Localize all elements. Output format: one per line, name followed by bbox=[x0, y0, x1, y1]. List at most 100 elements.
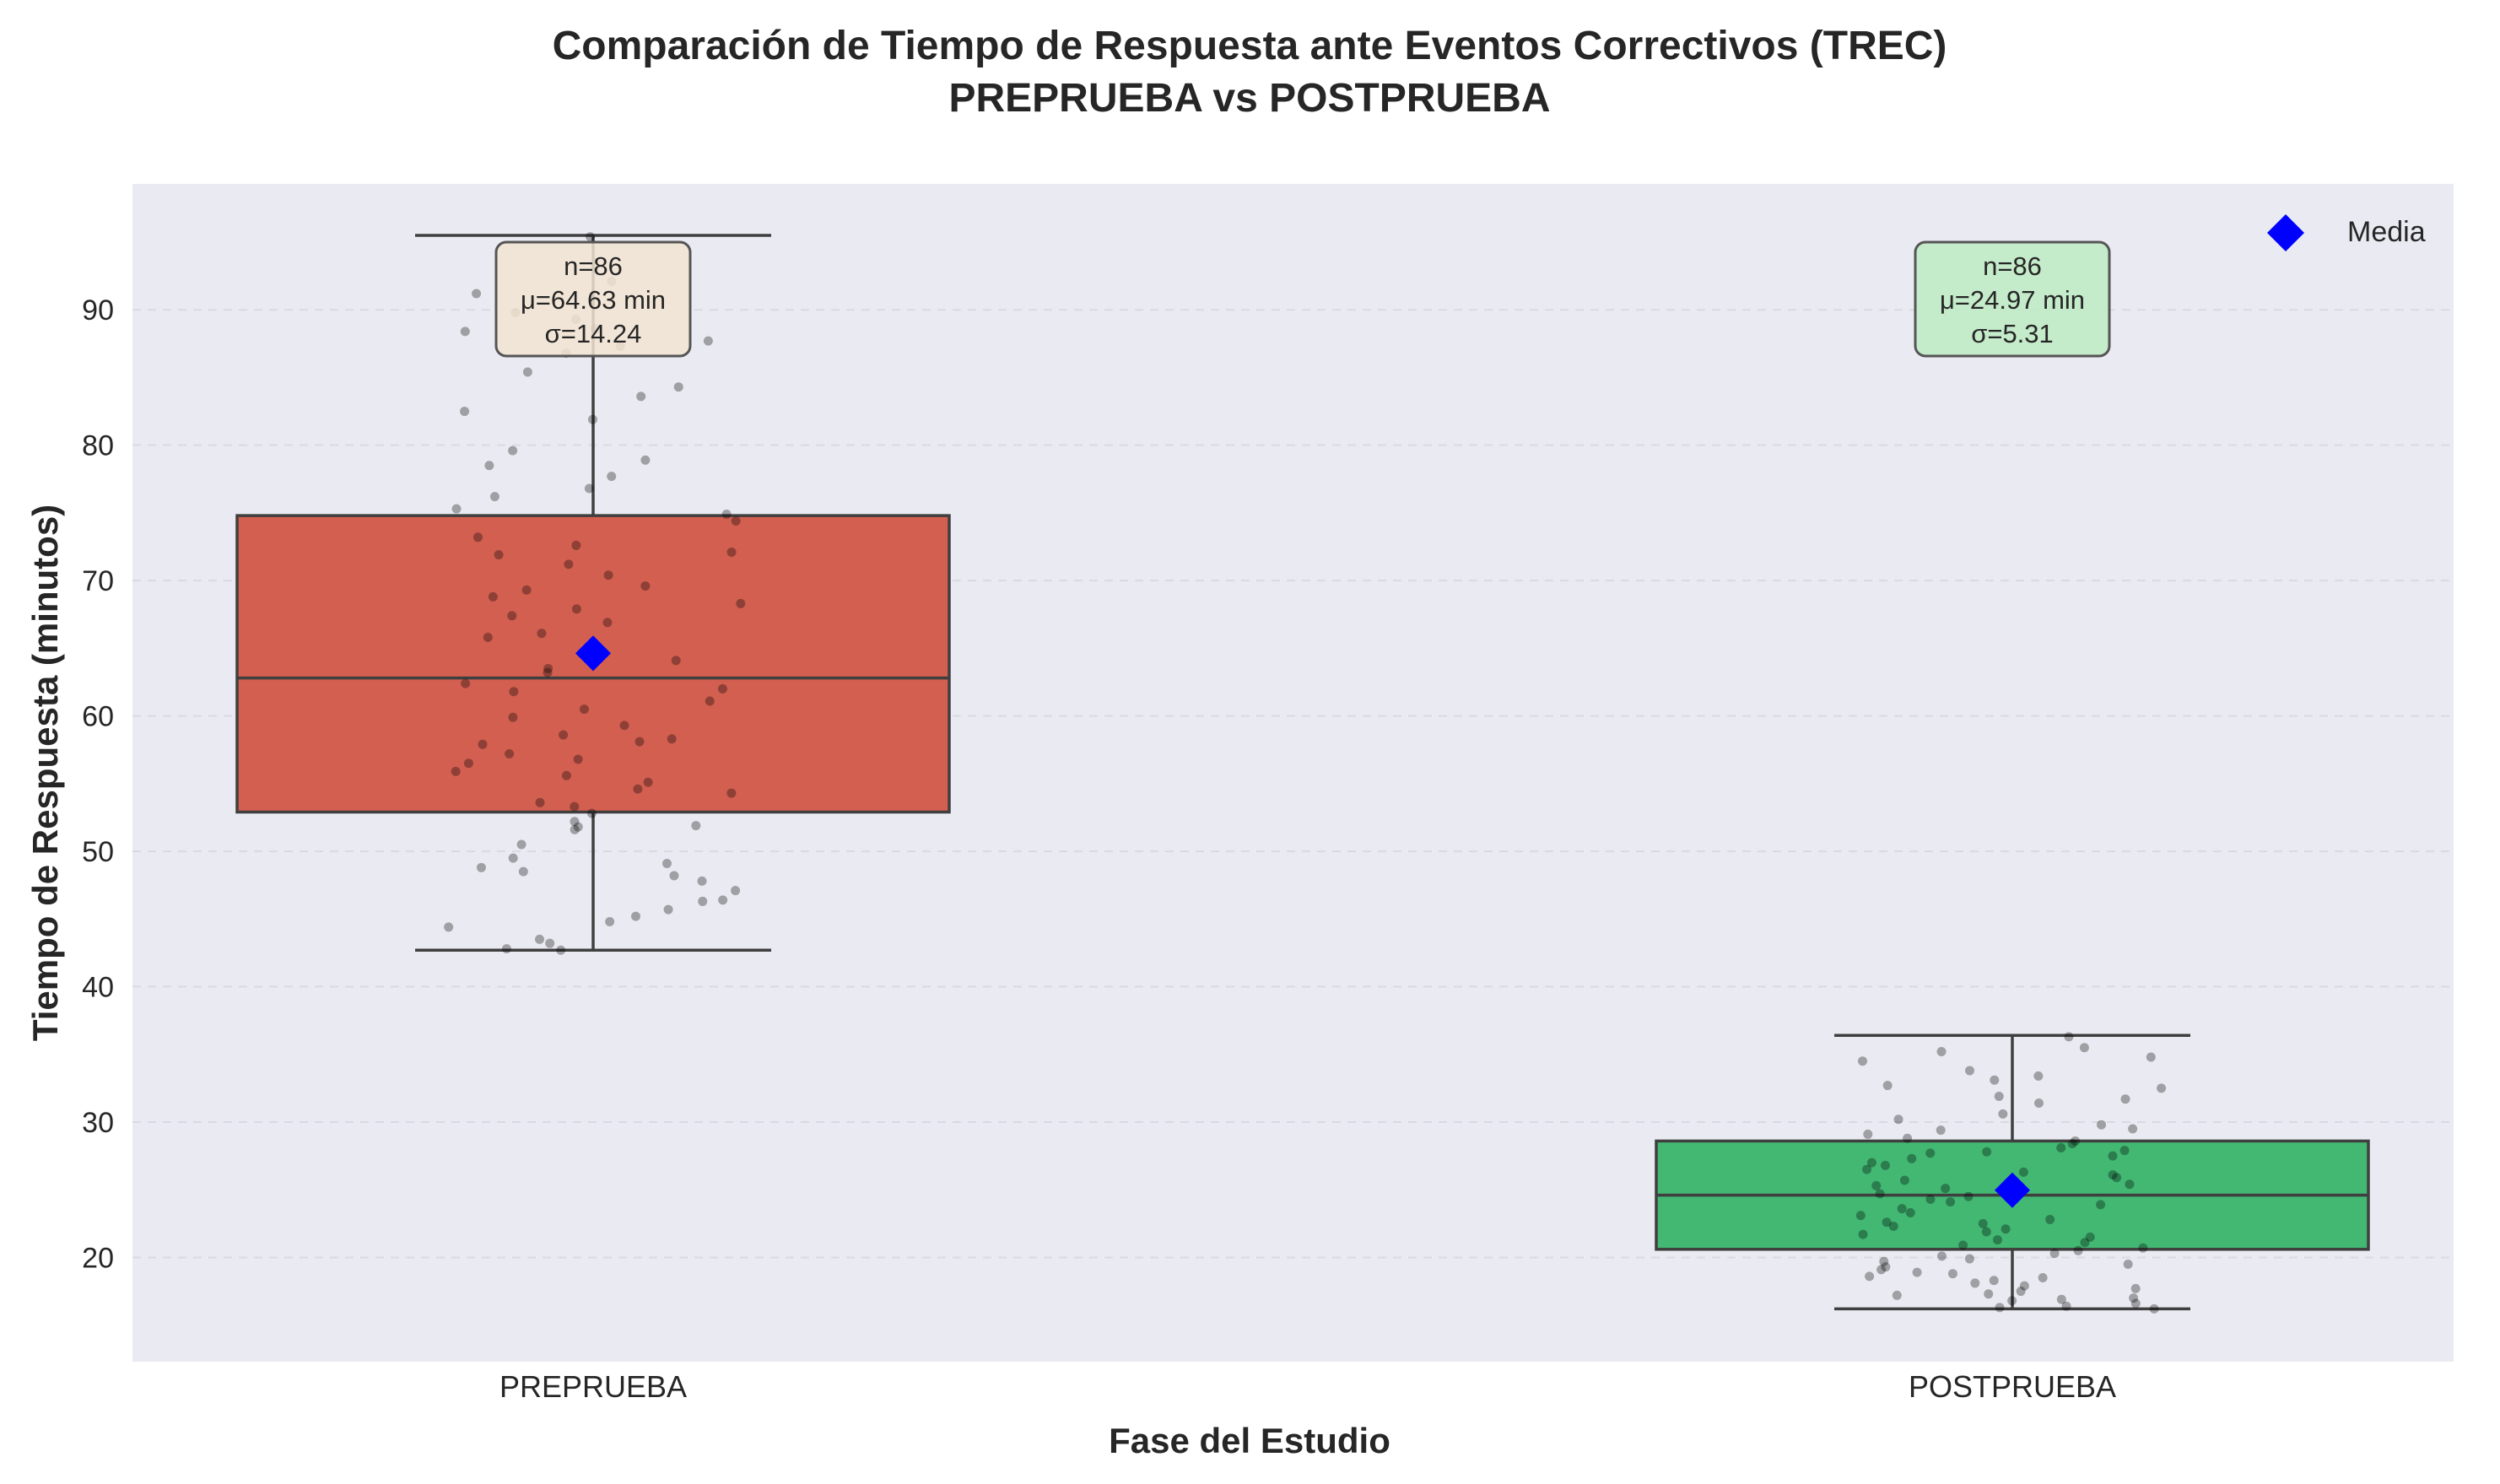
data-point bbox=[2112, 1173, 2122, 1183]
data-point bbox=[561, 770, 571, 780]
data-point bbox=[2001, 1224, 2011, 1234]
data-point bbox=[460, 326, 470, 337]
data-point bbox=[579, 704, 589, 715]
mean-marker bbox=[1995, 1172, 2030, 1208]
jitter-points bbox=[444, 232, 2167, 1314]
data-point bbox=[1978, 1218, 1988, 1228]
data-point bbox=[634, 737, 645, 747]
data-point bbox=[736, 598, 746, 608]
data-point bbox=[1897, 1204, 1907, 1214]
y-tick-label: 40 bbox=[82, 972, 114, 1004]
stats-box bbox=[494, 240, 692, 358]
data-point bbox=[545, 938, 555, 948]
x-axis-ticks: PREPRUEBA POSTPRUEBA bbox=[499, 1369, 2116, 1404]
data-point bbox=[1963, 1191, 1974, 1201]
data-point bbox=[721, 510, 732, 520]
data-point bbox=[726, 788, 737, 798]
data-point bbox=[1970, 1278, 1980, 1288]
data-point bbox=[508, 445, 518, 456]
data-point bbox=[570, 824, 580, 834]
data-point bbox=[571, 540, 581, 550]
data-point bbox=[1947, 1269, 1957, 1279]
data-point bbox=[1858, 1229, 1868, 1239]
data-point bbox=[2120, 1094, 2130, 1104]
data-point bbox=[2056, 1142, 2066, 1152]
data-point bbox=[669, 871, 679, 881]
y-axis-ticks: 20 30 40 50 60 70 80 90 bbox=[82, 294, 114, 1274]
data-point bbox=[2073, 1245, 2083, 1255]
x-axis-label: Fase del Estudio bbox=[1109, 1421, 1390, 1460]
data-point bbox=[703, 336, 713, 346]
data-point bbox=[607, 472, 617, 482]
data-point bbox=[2056, 1294, 2066, 1304]
data-point bbox=[1879, 1256, 1889, 1266]
data-point bbox=[2125, 1179, 2135, 1190]
y-tick-label: 90 bbox=[82, 294, 114, 326]
data-point bbox=[602, 618, 613, 628]
data-point bbox=[586, 808, 597, 818]
data-point bbox=[1965, 1066, 1975, 1076]
y-tick-label: 50 bbox=[82, 836, 114, 868]
data-point bbox=[705, 696, 715, 706]
data-point bbox=[640, 455, 651, 465]
data-point bbox=[501, 944, 511, 954]
data-point bbox=[509, 687, 519, 697]
data-point bbox=[1866, 1158, 1876, 1168]
data-point bbox=[2123, 1259, 2133, 1269]
data-point bbox=[1982, 1147, 1992, 1157]
data-point bbox=[573, 754, 583, 764]
stats-sigma: σ=5.31 bbox=[1971, 319, 2054, 348]
data-point bbox=[726, 547, 737, 557]
stats-n: n=86 bbox=[1983, 251, 2042, 281]
data-point bbox=[2119, 1146, 2130, 1156]
data-point bbox=[671, 656, 681, 666]
data-point bbox=[516, 839, 526, 850]
data-point bbox=[478, 739, 488, 749]
data-point bbox=[2045, 1215, 2055, 1225]
data-point bbox=[488, 591, 498, 602]
chart-title-line1: Comparación de Tiempo de Respuesta ante … bbox=[553, 24, 1947, 68]
data-point bbox=[587, 414, 597, 424]
data-point bbox=[661, 859, 672, 869]
data-point bbox=[1905, 1207, 1915, 1217]
y-tick-label: 30 bbox=[82, 1107, 114, 1139]
data-point bbox=[717, 684, 727, 694]
data-point bbox=[451, 766, 461, 776]
data-point bbox=[584, 483, 594, 494]
y-tick-label: 60 bbox=[82, 701, 114, 733]
x-tick-label: POSTPRUEBA bbox=[1909, 1369, 2116, 1404]
data-point bbox=[2071, 1136, 2081, 1146]
data-point bbox=[2049, 1249, 2060, 1259]
data-point bbox=[586, 232, 596, 242]
y-tick-label: 70 bbox=[82, 565, 114, 597]
data-point bbox=[663, 904, 673, 915]
data-point bbox=[631, 911, 641, 921]
data-point bbox=[2138, 1243, 2148, 1253]
data-point bbox=[1893, 1114, 1903, 1125]
data-point bbox=[2108, 1170, 2118, 1180]
data-point bbox=[643, 777, 653, 787]
data-point bbox=[1858, 1056, 1868, 1066]
data-point bbox=[543, 663, 553, 673]
data-point bbox=[2018, 1167, 2028, 1177]
data-point bbox=[489, 492, 499, 502]
data-point bbox=[636, 391, 646, 402]
data-point bbox=[460, 407, 470, 417]
data-point bbox=[1880, 1160, 1890, 1170]
data-point bbox=[2033, 1098, 2044, 1109]
data-point bbox=[472, 289, 482, 299]
data-point bbox=[2097, 1120, 2107, 1130]
data-point bbox=[718, 895, 728, 905]
data-point bbox=[667, 734, 677, 744]
data-point bbox=[673, 382, 683, 392]
data-point bbox=[1876, 1265, 1887, 1275]
mean-marker bbox=[575, 635, 611, 672]
legend-mean-label: Media bbox=[2347, 216, 2426, 248]
data-point bbox=[2079, 1043, 2089, 1053]
data-point bbox=[698, 896, 708, 906]
data-point bbox=[518, 866, 528, 877]
data-point bbox=[484, 461, 494, 471]
data-point bbox=[2130, 1298, 2141, 1309]
data-point bbox=[508, 712, 518, 722]
